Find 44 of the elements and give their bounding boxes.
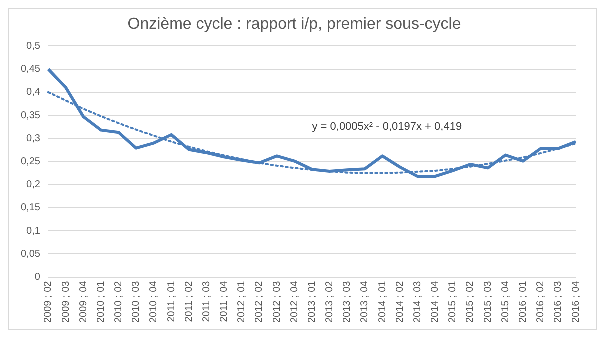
x-tick-label: 2014 ; 01 [377,280,388,324]
y-tick-label: 0,05 [20,248,41,260]
y-tick-label: 0 [34,272,41,284]
x-tick-label: 2015 ; 04 [500,280,512,324]
x-tick-label: 2016 ; 01 [518,280,529,324]
y-tick-label: 0,45 [20,64,41,76]
x-tick-label: 2012 ; 03 [272,280,283,324]
y-tick-label: 0,1 [26,226,41,237]
x-tick-label: 2013 ; 01 [306,280,318,324]
y-tick-label: 0,3 [26,133,41,144]
x-tick-label: 2016 ; 04 [570,280,582,324]
x-tick-label: 2010 ; 01 [96,280,107,324]
x-tick-label: 2009 ; 04 [78,280,90,324]
x-tick-label: 2012 ; 04 [289,280,300,324]
x-tick-label: 2014 ; 02 [394,280,406,324]
annotation: y = 0,0005x² - 0,0197x + 0,419 [312,121,462,134]
y-tick-label: 0,15 [20,202,41,214]
y-tick-label: 0,35 [20,110,41,122]
y-tick-label: 0,2 [26,180,41,191]
x-tick-label: 2013 ; 03 [342,280,354,324]
x-tick-label: 2011 ; 01 [166,280,178,322]
x-tick-label: 2014 ; 04 [430,280,442,324]
x-tick-label: 2013 ; 04 [360,280,371,324]
x-tick-label: 2010 ; 03 [131,280,142,324]
x-tick-label: 2011 ; 03 [201,280,212,322]
x-tick-label: 2011 ; 04 [219,280,230,322]
x-tick-label: 2010 ; 02 [114,280,125,324]
x-tick-label: 2012 ; 02 [254,280,266,324]
x-tick-label: 2009 ; 02 [43,280,54,324]
x-tick-label: 2013 ; 02 [324,280,336,324]
x-tick-label: 2011 ; 02 [184,280,195,322]
x-tick-label: 2014 ; 03 [412,280,424,324]
x-tick-label: 2009 ; 03 [60,280,72,324]
x-tick-label: 2012 ; 01 [236,280,248,324]
x-tick-label: 2010 ; 04 [148,280,160,324]
chart-title: Onzième cycle : rapport i/p, premier sous-cycle [128,16,462,34]
y-tick-label: 0,5 [26,40,41,52]
x-tick-label: 2016 ; 03 [553,280,564,324]
y-tick-label: 0,4 [26,87,41,98]
x-tick-label: 2015 ; 02 [465,280,476,324]
x-tick-label: 2015 ; 01 [448,280,459,324]
y-tick-label: 0,25 [20,156,41,168]
x-tick-label: 2015 ; 03 [482,280,494,324]
x-tick-label: 2016 ; 02 [536,280,547,324]
